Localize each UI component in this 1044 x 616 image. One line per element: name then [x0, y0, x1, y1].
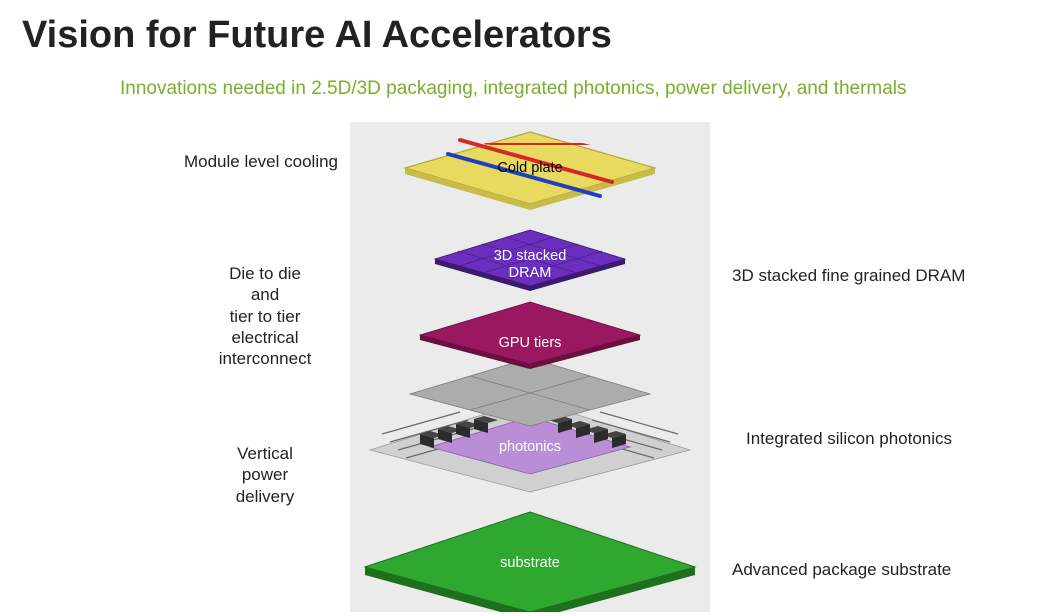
annotation-photonics: Integrated silicon photonics	[746, 429, 1026, 449]
slide-subtitle: Innovations needed in 2.5D/3D packaging,…	[120, 78, 907, 100]
annotation-substrate: Advanced package substrate	[732, 560, 1022, 580]
annotation-module-cooling: Module level cooling	[176, 152, 346, 172]
annotation-dram: 3D stacked fine grained DRAM	[732, 266, 1022, 286]
slide-title: Vision for Future AI Accelerators	[22, 14, 612, 57]
exploded-diagram	[350, 122, 710, 612]
annotation-die-to-die: Die to die and tier to tier electrical i…	[195, 263, 335, 369]
layer-cold-plate	[405, 132, 655, 210]
slide: Vision for Future AI Accelerators Innova…	[0, 0, 1044, 616]
layer-gpu	[420, 302, 640, 369]
layer-dram	[435, 230, 625, 291]
annotation-vertical-power: Vertical power delivery	[210, 443, 320, 507]
layer-substrate	[365, 512, 695, 612]
diagram-stage: Cold plate 3D stacked DRAM GPU tiers pho…	[350, 122, 710, 612]
